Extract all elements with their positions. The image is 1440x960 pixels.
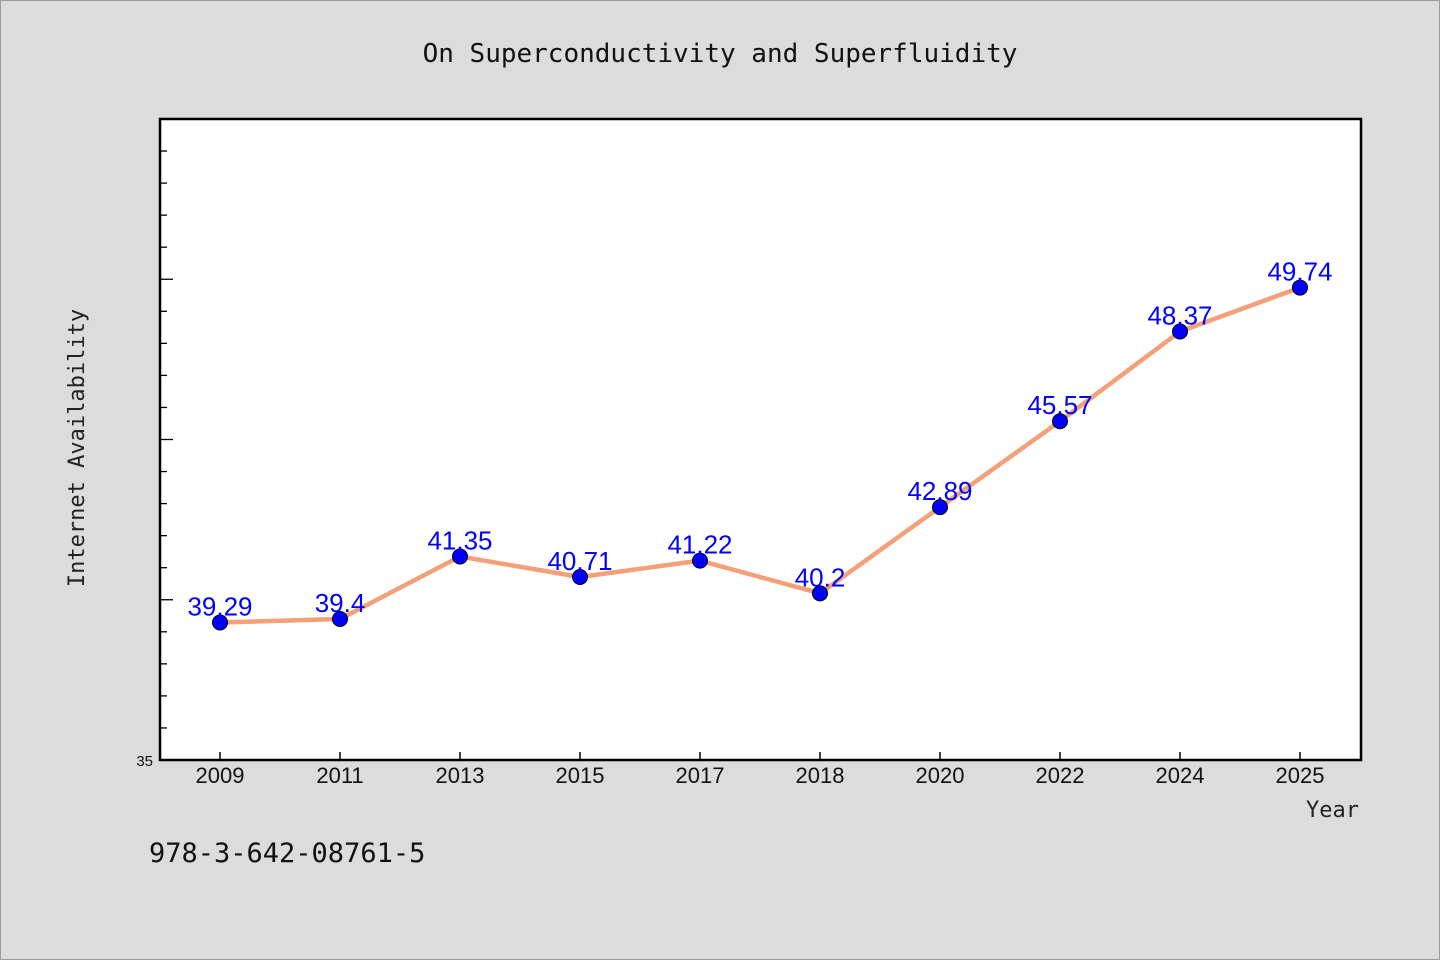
data-label: 40.2 [795, 562, 846, 592]
x-tick-labels: 2009 2011 2013 2015 2017 2018 2020 2022 2024 2025 [196, 763, 1325, 788]
chart-title: On Superconductivity and Superfluidity [423, 39, 1018, 69]
data-label: 49.74 [1267, 257, 1332, 287]
data-point [932, 499, 948, 516]
x-tick-label: 2013 [436, 763, 485, 788]
x-axis-ticks [219, 752, 1301, 760]
x-tick-label: 2020 [916, 763, 965, 788]
data-point [212, 614, 228, 631]
series-line [219, 285, 1301, 625]
series-markers [212, 279, 1308, 631]
data-label: 39.4 [315, 588, 366, 618]
data-point [572, 568, 588, 585]
data-label: 48.37 [1147, 300, 1212, 330]
data-label: 41.22 [667, 530, 732, 560]
data-label: 42.89 [907, 476, 972, 506]
x-axis-title: Year [1306, 798, 1359, 823]
x-tick-label: 2024 [1156, 763, 1205, 788]
data-label: 40.71 [547, 546, 612, 576]
data-label: 41.35 [427, 525, 492, 555]
data-point [332, 610, 348, 627]
data-point [452, 548, 468, 565]
plot-area [158, 117, 1363, 762]
isbn-text: 978-3-642-08761-5 [149, 838, 425, 869]
x-tick-label: 2011 [316, 763, 363, 788]
x-tick-label: 2009 [196, 763, 245, 788]
x-tick-label: 2025 [1276, 763, 1325, 788]
data-point [812, 585, 828, 602]
x-tick-label: 2017 [676, 763, 725, 788]
data-point [1052, 413, 1068, 430]
y-axis-ticks [160, 150, 173, 729]
x-tick-label: 2022 [1036, 763, 1085, 788]
x-tick-label: 2015 [556, 763, 605, 788]
data-point [1292, 279, 1308, 296]
data-label: 45.57 [1027, 390, 1092, 420]
data-point [692, 552, 708, 569]
y-tick-label-min: 35 [136, 753, 153, 770]
y-axis-title: Internet Availability [65, 309, 90, 587]
x-tick-label: 2018 [796, 763, 845, 788]
data-labels: 39.29 39.4 41.35 40.71 41.22 40.2 42.89 45.57 48… [187, 257, 1332, 622]
data-label: 39.29 [187, 592, 252, 622]
data-point [1172, 323, 1188, 340]
